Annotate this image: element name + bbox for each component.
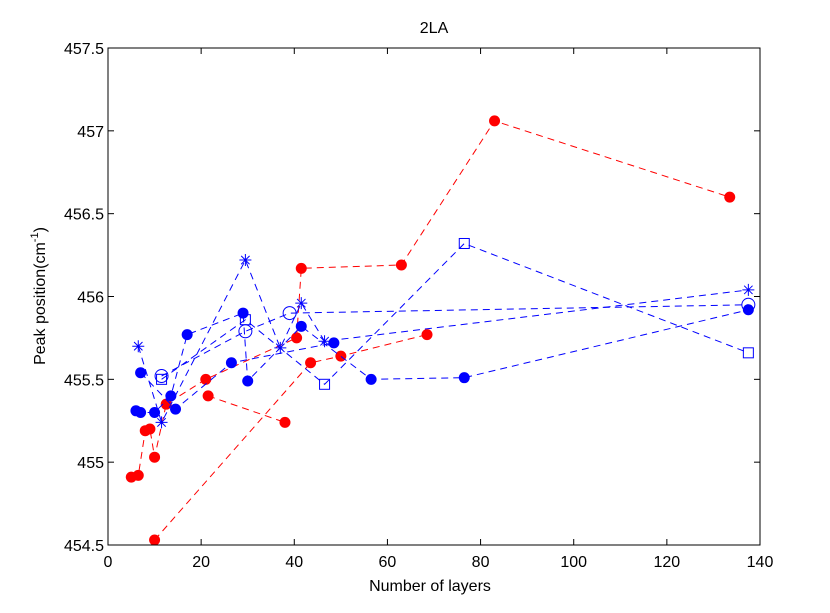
data-point	[149, 406, 161, 418]
data-point	[155, 416, 168, 429]
y-axis-label: Peak position(cm-1)	[29, 227, 49, 365]
y-tick-label: 454.5	[64, 538, 104, 555]
data-point	[279, 416, 291, 428]
data-point	[328, 337, 340, 349]
y-axis-label-superscript: -1	[29, 232, 41, 242]
y-tick-label: 457.5	[64, 41, 104, 58]
data-point	[318, 335, 331, 348]
data-point	[742, 304, 754, 316]
data-point	[154, 369, 169, 384]
data-point	[282, 306, 297, 321]
y-axis-label-close: )	[32, 227, 49, 232]
data-point	[335, 350, 347, 362]
y-tick-label: 457	[77, 124, 104, 141]
blue-star-series	[132, 254, 755, 429]
data-point	[132, 340, 145, 353]
data-point	[156, 373, 168, 385]
y-tick-label: 456.5	[64, 207, 104, 224]
data-point	[170, 403, 182, 415]
x-tick-label: 60	[379, 554, 397, 571]
x-axis-label: Number of layers	[369, 578, 491, 595]
data-point	[489, 115, 501, 127]
data-point	[149, 451, 161, 463]
data-point	[274, 341, 287, 354]
chart-title: 2LA	[420, 20, 449, 37]
red-series-1-line	[131, 120, 730, 478]
red-series-3-line	[207, 395, 286, 423]
data-point	[181, 329, 193, 341]
data-point	[242, 375, 254, 387]
blue-square-series-line	[161, 242, 749, 385]
y-tick-label: 455	[77, 455, 104, 472]
x-tick-label: 40	[285, 554, 303, 571]
y-tick-label: 456	[77, 290, 104, 307]
red-series-2	[149, 329, 433, 546]
data-point	[135, 406, 147, 418]
data-point	[742, 283, 755, 296]
data-point	[395, 259, 407, 271]
x-tick-label: 80	[472, 554, 490, 571]
data-point	[319, 378, 331, 390]
data-point	[741, 297, 756, 312]
data-point	[132, 469, 144, 481]
data-point	[237, 307, 249, 319]
data-point	[458, 237, 470, 249]
data-point	[295, 320, 307, 332]
data-point	[202, 390, 214, 402]
x-tick-label: 0	[104, 554, 113, 571]
data-point	[225, 357, 237, 369]
data-point	[295, 262, 307, 274]
data-point	[458, 372, 470, 384]
data-point	[742, 347, 754, 359]
x-tick-label: 120	[654, 554, 681, 571]
blue-filled-series-2	[135, 337, 340, 415]
blue-filled-series-2-line	[140, 342, 334, 410]
data-point	[724, 191, 736, 203]
data-point	[149, 534, 161, 546]
data-point	[135, 367, 147, 379]
data-point	[165, 390, 177, 402]
data-point	[239, 314, 251, 326]
data-point	[239, 254, 252, 267]
data-point	[365, 373, 377, 385]
data-point	[144, 423, 156, 435]
y-axis-label-main: Peak position(cm	[32, 242, 49, 365]
data-point	[295, 297, 308, 310]
data-point	[200, 373, 212, 385]
x-tick-label: 20	[192, 554, 210, 571]
series-layer	[125, 115, 756, 546]
blue-open-circle-series-line	[161, 304, 749, 377]
data-point	[160, 398, 172, 410]
data-point	[421, 329, 433, 341]
y-tick-label: 455.5	[64, 372, 104, 389]
red-series-1	[125, 115, 736, 483]
data-point	[291, 332, 303, 344]
data-point	[305, 357, 317, 369]
tick-layer: 0 20 40 60 80 100 120 140 454.5 455 455.5 456 456.5 4…	[64, 41, 773, 571]
x-tick-label: 100	[560, 554, 587, 571]
x-tick-label: 140	[747, 554, 774, 571]
red-series-3	[202, 390, 291, 428]
blue-square-series	[156, 237, 754, 390]
